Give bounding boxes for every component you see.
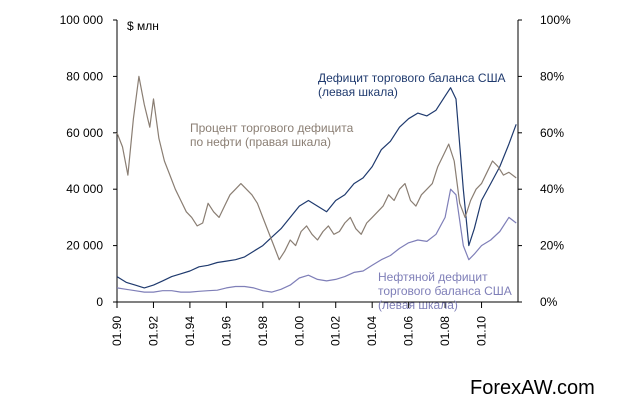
watermark: ForexAW.com (470, 377, 595, 399)
annotation-oil-deficit-line: (левая шкала) (378, 298, 458, 312)
x-tick-label: 01.94 (183, 316, 197, 346)
oil-share-line (116, 75, 517, 261)
annotations: Дефицит торгового баланса США(левая шкал… (190, 71, 512, 312)
x-tick-label: 01.92 (146, 316, 160, 346)
x-tick-label: 01.00 (292, 316, 306, 346)
x-tick-label: 01.90 (110, 316, 124, 346)
left-tick-label: 100 000 (60, 13, 104, 27)
right-tick-label: 40% (540, 182, 564, 196)
x-tick-label: 01.10 (475, 316, 489, 346)
left-tick-label: 80 000 (66, 69, 103, 83)
x-tick-label: 01.02 (329, 316, 343, 346)
annotation-trade-deficit-line: (левая шкала) (318, 85, 398, 99)
left-tick-label: 60 000 (66, 126, 103, 140)
unit-label: $ млн (127, 19, 159, 33)
x-tick-label: 01.06 (402, 316, 416, 346)
right-tick-label: 20% (540, 239, 564, 253)
left-tick-label: 20 000 (66, 239, 103, 253)
right-tick-label: 60% (540, 126, 564, 140)
trade-deficit-line (116, 87, 517, 289)
x-tick-label: 01.98 (256, 316, 270, 346)
annotation-oil-deficit-line: торгового баланса США (378, 284, 512, 298)
series-lines (116, 75, 517, 293)
annotation-oil-share-line: Процент торгового дефицита (190, 121, 354, 135)
right-tick-label: 100% (540, 13, 571, 27)
annotation-trade-deficit-line: Дефицит торгового баланса США (318, 71, 506, 85)
oil-deficit-line (116, 188, 517, 293)
x-tick-label: 01.08 (438, 316, 452, 346)
axes: 0 20 000 40 000 60 000 80 000 100 000 0% 20% 40%… (60, 13, 571, 346)
annotation-oil-deficit-line: Нефтяной дефицит (378, 270, 488, 284)
right-tick-label: 0% (540, 295, 558, 309)
x-tick-label: 01.96 (219, 316, 233, 346)
left-tick-label: 0 (96, 295, 103, 309)
left-tick-label: 40 000 (66, 182, 103, 196)
right-tick-label: 80% (540, 69, 564, 83)
x-tick-label: 01.04 (365, 316, 379, 346)
annotation-oil-share-line: по нефти (правая шкала) (190, 135, 331, 149)
